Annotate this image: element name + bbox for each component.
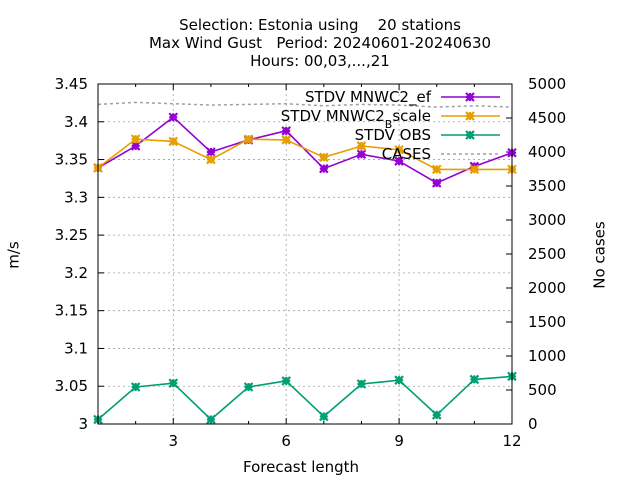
y2-tick-label: 3500 bbox=[528, 177, 566, 195]
data-point-marker bbox=[243, 134, 254, 144]
data-point-marker bbox=[206, 147, 216, 157]
y2-tick-label: 1000 bbox=[528, 347, 566, 365]
y-tick-label: 3.4 bbox=[64, 113, 88, 131]
y2-tick-label: 5000 bbox=[528, 75, 566, 93]
data-point-marker bbox=[319, 152, 329, 163]
data-point-marker bbox=[431, 178, 442, 188]
data-point-marker bbox=[206, 414, 216, 425]
data-point-marker bbox=[130, 382, 141, 392]
data-point-marker bbox=[206, 154, 216, 165]
legend-label-1: STDV MNWC2Bscale bbox=[281, 107, 431, 131]
x-tick-label: 9 bbox=[394, 432, 404, 450]
y-tick-label: 3.15 bbox=[55, 302, 88, 320]
data-point-marker bbox=[469, 164, 480, 175]
y-tick-label: 3.25 bbox=[55, 226, 88, 244]
data-point-marker bbox=[168, 378, 179, 388]
data-point-marker bbox=[281, 135, 291, 145]
series-line-0 bbox=[97, 116, 513, 184]
legend-label-0: STDV MNWC2_ef bbox=[305, 88, 432, 107]
tick-labels: 3 3.05 3.1 3.15 3.2 3.25 3.3 3.35 3.4 3.45 0 500 100… bbox=[55, 75, 567, 450]
grid bbox=[97, 83, 513, 425]
data-point-marker bbox=[281, 376, 291, 386]
y2-tick-label: 1500 bbox=[528, 313, 566, 331]
data-point-marker bbox=[168, 112, 179, 123]
x-tick-label: 6 bbox=[281, 432, 291, 450]
data-point-marker bbox=[469, 374, 480, 385]
data-point-marker bbox=[394, 156, 404, 166]
data-point-marker bbox=[319, 411, 329, 422]
y2-tick-label: 500 bbox=[528, 381, 557, 399]
series-line-1 bbox=[97, 138, 512, 171]
data-point-marker bbox=[431, 410, 442, 420]
legend-label-2: STDV OBS bbox=[355, 126, 431, 144]
x-axis-label: Forecast length bbox=[243, 458, 360, 476]
data-point-marker bbox=[356, 379, 367, 389]
data-point-marker bbox=[130, 134, 141, 144]
legend-marker-2 bbox=[465, 130, 475, 140]
data-point-marker bbox=[130, 141, 141, 151]
y2-tick-label: 4000 bbox=[528, 143, 566, 161]
data-point-marker bbox=[394, 144, 404, 155]
legend-label-3: CASES bbox=[382, 145, 431, 163]
data-point-marker bbox=[394, 375, 404, 385]
series-line-2 bbox=[97, 375, 513, 421]
data-point-marker bbox=[356, 141, 367, 151]
x-tick-label: 12 bbox=[502, 432, 521, 450]
data-point-marker bbox=[319, 163, 329, 174]
data-point-marker bbox=[168, 136, 179, 147]
x-tick-label: 3 bbox=[168, 432, 178, 450]
y-tick-label: 3.05 bbox=[55, 377, 88, 395]
y-tick-label: 3 bbox=[78, 415, 88, 433]
y-tick-label: 3.2 bbox=[64, 264, 88, 282]
y2-tick-label: 3000 bbox=[528, 211, 566, 229]
data-point-marker bbox=[356, 149, 367, 160]
chart-title-line-1: Selection: Estonia using 20 stations bbox=[179, 16, 461, 34]
y-tick-label: 3.35 bbox=[55, 151, 88, 169]
series-group bbox=[93, 101, 517, 425]
y2-tick-label: 2000 bbox=[528, 279, 566, 297]
legend-marker-1 bbox=[465, 111, 475, 121]
chart-title-line-3: Hours: 00,03,...,21 bbox=[250, 52, 390, 70]
legend-marker-0 bbox=[465, 92, 475, 102]
y-tick-label: 3.3 bbox=[64, 188, 88, 206]
y2-tick-label: 4500 bbox=[528, 109, 566, 127]
y-tick-label: 3.1 bbox=[64, 339, 88, 357]
data-point-marker bbox=[281, 126, 291, 136]
data-point-marker bbox=[431, 164, 442, 175]
data-point-marker bbox=[243, 382, 254, 392]
y2-tick-label: 2500 bbox=[528, 245, 566, 263]
chart-title-line-2: Max Wind Gust Period: 20240601-20240630 bbox=[148, 34, 492, 52]
y-tick-label: 3.45 bbox=[55, 75, 88, 93]
plot-frame bbox=[97, 83, 513, 425]
y2-tick-label: 0 bbox=[528, 415, 538, 433]
